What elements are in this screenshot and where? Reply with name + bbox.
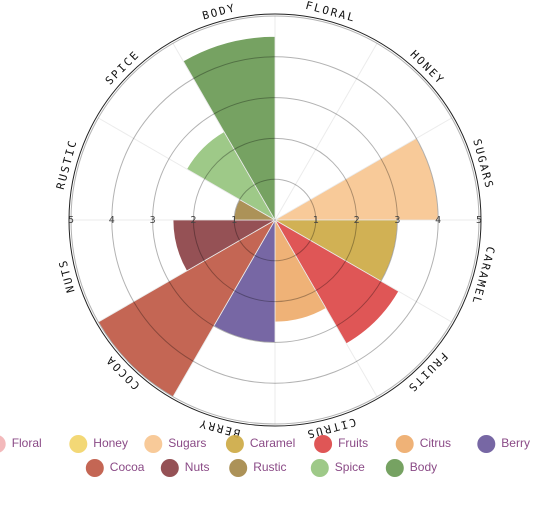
legend-swatch — [395, 435, 414, 453]
grid-ring — [70, 15, 480, 425]
wedge — [273, 218, 400, 345]
wedge — [97, 218, 277, 398]
legend-label: Fruits — [338, 436, 368, 450]
legend-label: Cocoa — [110, 460, 145, 474]
legend-label: Sugars — [168, 436, 206, 450]
category-label: Nuts — [56, 257, 77, 294]
spoke — [274, 219, 452, 323]
spoke — [172, 219, 276, 397]
spoke — [274, 117, 452, 221]
legend-label: Nuts — [185, 460, 210, 474]
legend-swatch — [314, 435, 333, 453]
r-tick-label: 4 — [109, 215, 115, 226]
legend-swatch — [144, 435, 163, 453]
legend-swatch — [0, 435, 6, 453]
r-tick-label: 5 — [68, 215, 74, 226]
legend-swatch — [69, 435, 88, 453]
category-label: Body — [201, 1, 238, 22]
legend-label: Spice — [335, 460, 365, 474]
legend-label: Honey — [93, 436, 128, 450]
legend-label: Rustic — [253, 460, 286, 474]
legend-swatch — [477, 435, 496, 453]
wedge — [172, 219, 277, 272]
legend-swatch — [385, 459, 404, 477]
spoke — [274, 43, 378, 221]
legend-label: Body — [410, 460, 437, 474]
spoke — [98, 117, 276, 221]
legend-label: Citrus — [420, 436, 451, 450]
r-tick-label: 1 — [313, 215, 319, 226]
legend-label: Floral — [12, 436, 42, 450]
spoke — [172, 43, 276, 221]
legend-label: Caramel — [250, 436, 295, 450]
spoke — [98, 219, 276, 323]
r-tick-label: 5 — [476, 215, 482, 226]
r-tick-label: 3 — [150, 215, 156, 226]
legend-label: Berry — [501, 436, 530, 450]
legend-swatch — [310, 459, 329, 477]
legend-swatch — [229, 459, 248, 477]
r-tick-label: 3 — [394, 215, 400, 226]
category-label: Floral — [304, 0, 357, 25]
legend-swatch — [225, 435, 244, 453]
outer-ring — [68, 13, 482, 427]
r-tick-label: 4 — [435, 215, 441, 226]
category-label: Sugars — [470, 138, 496, 191]
r-tick-label: 2 — [354, 215, 360, 226]
wedge — [182, 35, 276, 222]
wedge — [273, 137, 439, 221]
grid-ring — [152, 97, 398, 343]
legend-swatch — [85, 459, 104, 477]
spoke — [274, 219, 378, 397]
grid-ring — [111, 56, 439, 384]
grid-ring — [192, 137, 358, 303]
r-tick-label: 2 — [190, 215, 196, 226]
category-label: Rustic — [54, 138, 80, 191]
r-tick-label: 1 — [231, 215, 237, 226]
grid-ring — [233, 178, 317, 262]
legend-swatch — [160, 459, 179, 477]
